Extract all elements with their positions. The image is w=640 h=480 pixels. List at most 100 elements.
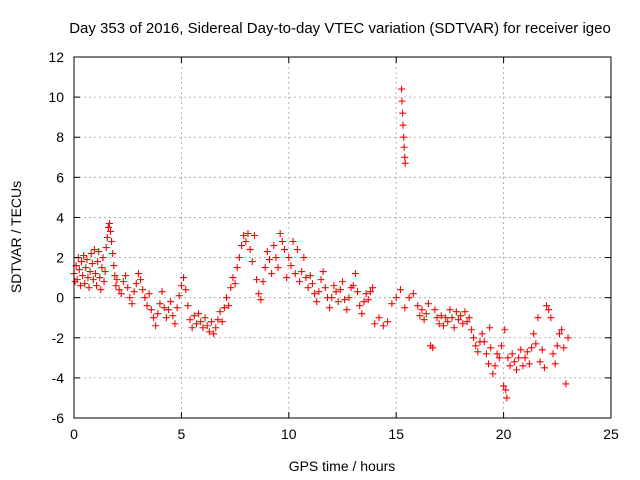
- data-point: [364, 296, 372, 304]
- data-point: [175, 292, 183, 300]
- data-point: [549, 350, 557, 358]
- data-point: [167, 298, 175, 306]
- data-point: [433, 314, 441, 322]
- data-point: [83, 256, 91, 264]
- data-point: [103, 234, 111, 241]
- data-point: [398, 85, 406, 93]
- data-point: [313, 298, 321, 306]
- data-point: [491, 362, 499, 370]
- data-point: [538, 346, 546, 354]
- data-point: [506, 362, 514, 370]
- data-point: [84, 274, 92, 282]
- data-point: [165, 306, 173, 314]
- data-point: [293, 246, 301, 254]
- data-point: [439, 322, 447, 330]
- data-point: [85, 284, 93, 292]
- data-point: [197, 318, 205, 326]
- data-point: [459, 320, 467, 328]
- data-point: [233, 264, 241, 272]
- data-point: [532, 340, 540, 348]
- data-point: [332, 288, 340, 296]
- data-point: [486, 324, 494, 332]
- data-point: [547, 314, 555, 322]
- data-point: [199, 324, 207, 332]
- data-point: [97, 286, 105, 294]
- data-point: [104, 223, 112, 231]
- data-point: [162, 314, 170, 322]
- data-point: [420, 316, 428, 324]
- axis-ticks: [73, 56, 612, 419]
- data-point: [495, 354, 503, 362]
- data-point: [212, 324, 220, 332]
- data-point: [263, 248, 271, 256]
- data-point: [369, 284, 377, 292]
- data-point: [551, 360, 559, 368]
- data-point: [283, 274, 291, 282]
- data-point: [384, 318, 392, 326]
- data-point: [115, 286, 123, 294]
- data-point: [109, 250, 117, 258]
- data-point: [330, 282, 338, 290]
- data-point: [289, 238, 297, 246]
- data-point: [91, 270, 99, 278]
- y-tick-label: 8: [56, 129, 64, 145]
- data-point: [177, 282, 185, 290]
- data-point: [81, 280, 89, 288]
- x-tick-label: 20: [496, 426, 512, 442]
- data-point: [218, 318, 226, 326]
- data-point: [203, 322, 211, 330]
- data-point: [111, 272, 119, 280]
- data-point: [244, 229, 252, 237]
- data-point: [184, 302, 192, 310]
- data-point: [93, 282, 101, 290]
- data-point: [259, 278, 267, 286]
- data-point: [465, 314, 473, 322]
- data-point: [319, 268, 327, 276]
- data-point: [429, 344, 437, 352]
- chart-title: Day 353 of 2016, Sidereal Day-to-day VTE…: [69, 20, 611, 37]
- data-point: [195, 310, 203, 318]
- data-point: [156, 300, 164, 308]
- data-point: [523, 348, 531, 356]
- y-tick-label: 12: [48, 49, 64, 65]
- data-point: [192, 320, 200, 328]
- data-point: [401, 153, 409, 161]
- data-point: [409, 290, 417, 298]
- data-point: [78, 258, 86, 266]
- data-point: [414, 302, 422, 310]
- data-point: [276, 229, 284, 237]
- data-point: [418, 306, 426, 314]
- data-point: [143, 302, 151, 310]
- data-point: [261, 264, 269, 272]
- data-point: [246, 246, 254, 254]
- data-point: [356, 302, 364, 310]
- data-point: [399, 109, 407, 117]
- data-point: [300, 254, 308, 262]
- data-point: [512, 366, 520, 374]
- y-tick-label: 6: [56, 169, 64, 185]
- data-point: [543, 302, 551, 310]
- data-point: [117, 290, 125, 298]
- plot-frame: [73, 56, 612, 419]
- x-tick-label: 25: [603, 426, 619, 442]
- data-point: [442, 314, 450, 322]
- data-point: [73, 276, 81, 284]
- data-point: [220, 304, 228, 312]
- data-points: [70, 85, 572, 402]
- data-point: [190, 312, 198, 320]
- data-point: [240, 231, 248, 239]
- data-point: [530, 330, 538, 338]
- data-point: [99, 254, 107, 262]
- data-point: [388, 300, 396, 308]
- data-point: [265, 256, 273, 264]
- data-point: [214, 316, 222, 324]
- data-point: [503, 394, 511, 402]
- data-point: [216, 308, 224, 316]
- data-point: [398, 97, 406, 105]
- data-point: [334, 298, 342, 306]
- data-point: [502, 386, 510, 394]
- data-point: [311, 290, 319, 298]
- data-point: [371, 320, 379, 328]
- data-point: [349, 282, 357, 290]
